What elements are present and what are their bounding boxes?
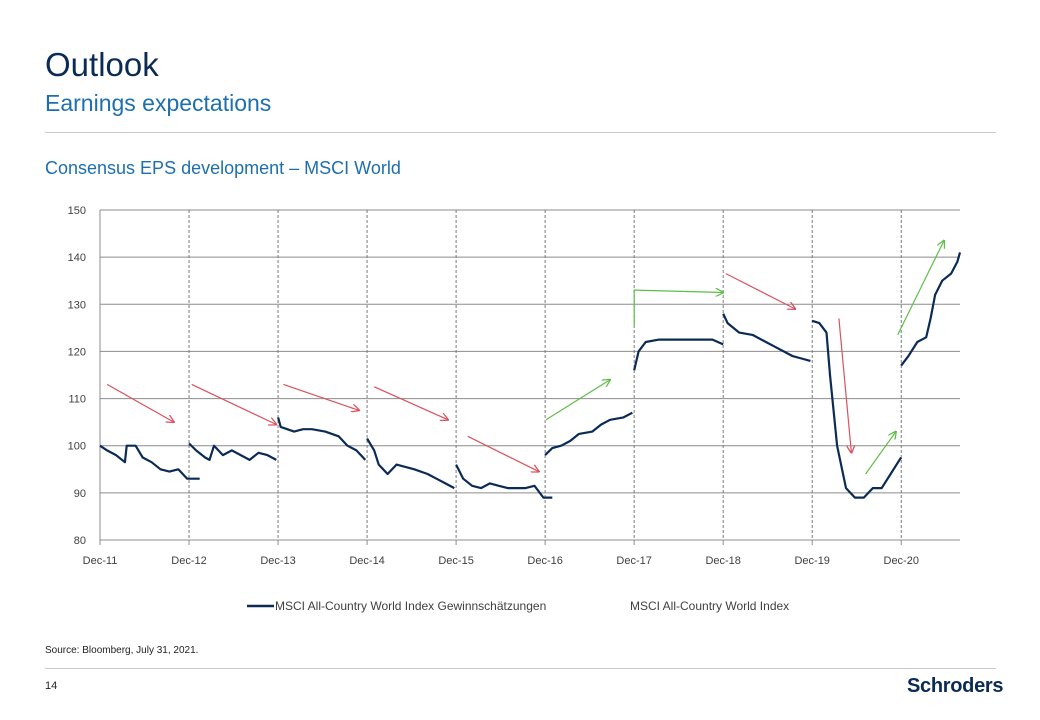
page-number: 14 xyxy=(45,680,58,692)
y-tick-label-130: 130 xyxy=(68,299,86,311)
x-tick-labels: Dec-11 Dec-12 Dec-13 Dec-14 Dec-15 Dec-16 Dec-… xyxy=(83,555,919,567)
x-tick-label-Dec-11: Dec-11 xyxy=(83,555,118,567)
header-divider xyxy=(45,132,996,133)
red-down-arrow-3 xyxy=(283,383,359,410)
legend-label-eps: MSCI All-Country World Index Gewinnschät… xyxy=(275,599,546,613)
eps-line-segment-8 xyxy=(722,313,811,362)
red-down-arrow-4 xyxy=(373,386,448,420)
x-tick-label-Dec-14: Dec-14 xyxy=(349,555,384,567)
footer-divider xyxy=(45,668,996,669)
legend-label-index: MSCI All-Country World Index xyxy=(630,599,789,613)
eps-line-segment-4 xyxy=(366,438,455,490)
eps-line-segment-3 xyxy=(277,417,367,461)
red-down-arrow-2 xyxy=(191,383,277,424)
y-tick-label-110: 110 xyxy=(68,394,86,406)
x-tick-label-Dec-18: Dec-18 xyxy=(705,555,740,567)
x-tick-label-Dec-13: Dec-13 xyxy=(260,555,295,567)
y-tick-label-100: 100 xyxy=(68,441,86,453)
eps-line-segment-10 xyxy=(900,252,962,367)
source-note: Source: Bloomberg, July 31, 2021. xyxy=(45,645,199,656)
x-tick-label-Dec-17: Dec-17 xyxy=(616,555,651,567)
y-tick-label-90: 90 xyxy=(74,488,86,500)
eps-line-segment-2 xyxy=(188,442,277,461)
green-up-arrow-1 xyxy=(545,380,610,421)
x-tick-label-Dec-19: Dec-19 xyxy=(794,555,829,567)
y-tick-label-150: 150 xyxy=(68,205,86,217)
green-up-arrow-3 xyxy=(865,432,896,475)
x-tick-label-Dec-16: Dec-16 xyxy=(527,555,562,567)
y-tick-label-80: 80 xyxy=(74,535,86,547)
red-down-arrow-1 xyxy=(106,383,174,422)
eps-line-segment-1 xyxy=(99,444,200,480)
y-tick-labels: 80 90 100 110 120 130 140 150 xyxy=(68,205,86,547)
x-tick-label-Dec-20: Dec-20 xyxy=(884,555,919,567)
eps-line-segment-7 xyxy=(633,338,724,371)
y-tick-label-140: 140 xyxy=(68,252,86,264)
eps-line-segment-9 xyxy=(811,319,903,499)
red-down-arrow-6 xyxy=(725,273,795,309)
y-gridlines xyxy=(100,209,960,541)
annotation-arrows xyxy=(106,241,944,475)
series-group xyxy=(99,252,962,499)
red-down-arrow-7 xyxy=(838,318,852,452)
x-tick-label-Dec-12: Dec-12 xyxy=(171,555,206,567)
x-gridlines xyxy=(99,210,902,545)
x-tick-label-Dec-15: Dec-15 xyxy=(438,555,473,567)
red-down-arrow-5 xyxy=(467,435,539,471)
schroders-logo: Schroders xyxy=(907,675,1004,697)
legend: MSCI All-Country World Index Gewinnschät… xyxy=(247,599,789,613)
eps-line-segment-6 xyxy=(544,411,633,456)
green-up-arrow-4 xyxy=(897,241,944,336)
slide-title: Outlook xyxy=(45,46,159,83)
slide-subtitle: Earnings expectations xyxy=(45,90,272,116)
green-up-arrow-2 xyxy=(633,290,723,326)
chart-title: Consensus EPS development – MSCI World xyxy=(45,158,401,178)
eps-line-segment-5 xyxy=(455,464,553,499)
y-tick-label-120: 120 xyxy=(68,346,86,358)
